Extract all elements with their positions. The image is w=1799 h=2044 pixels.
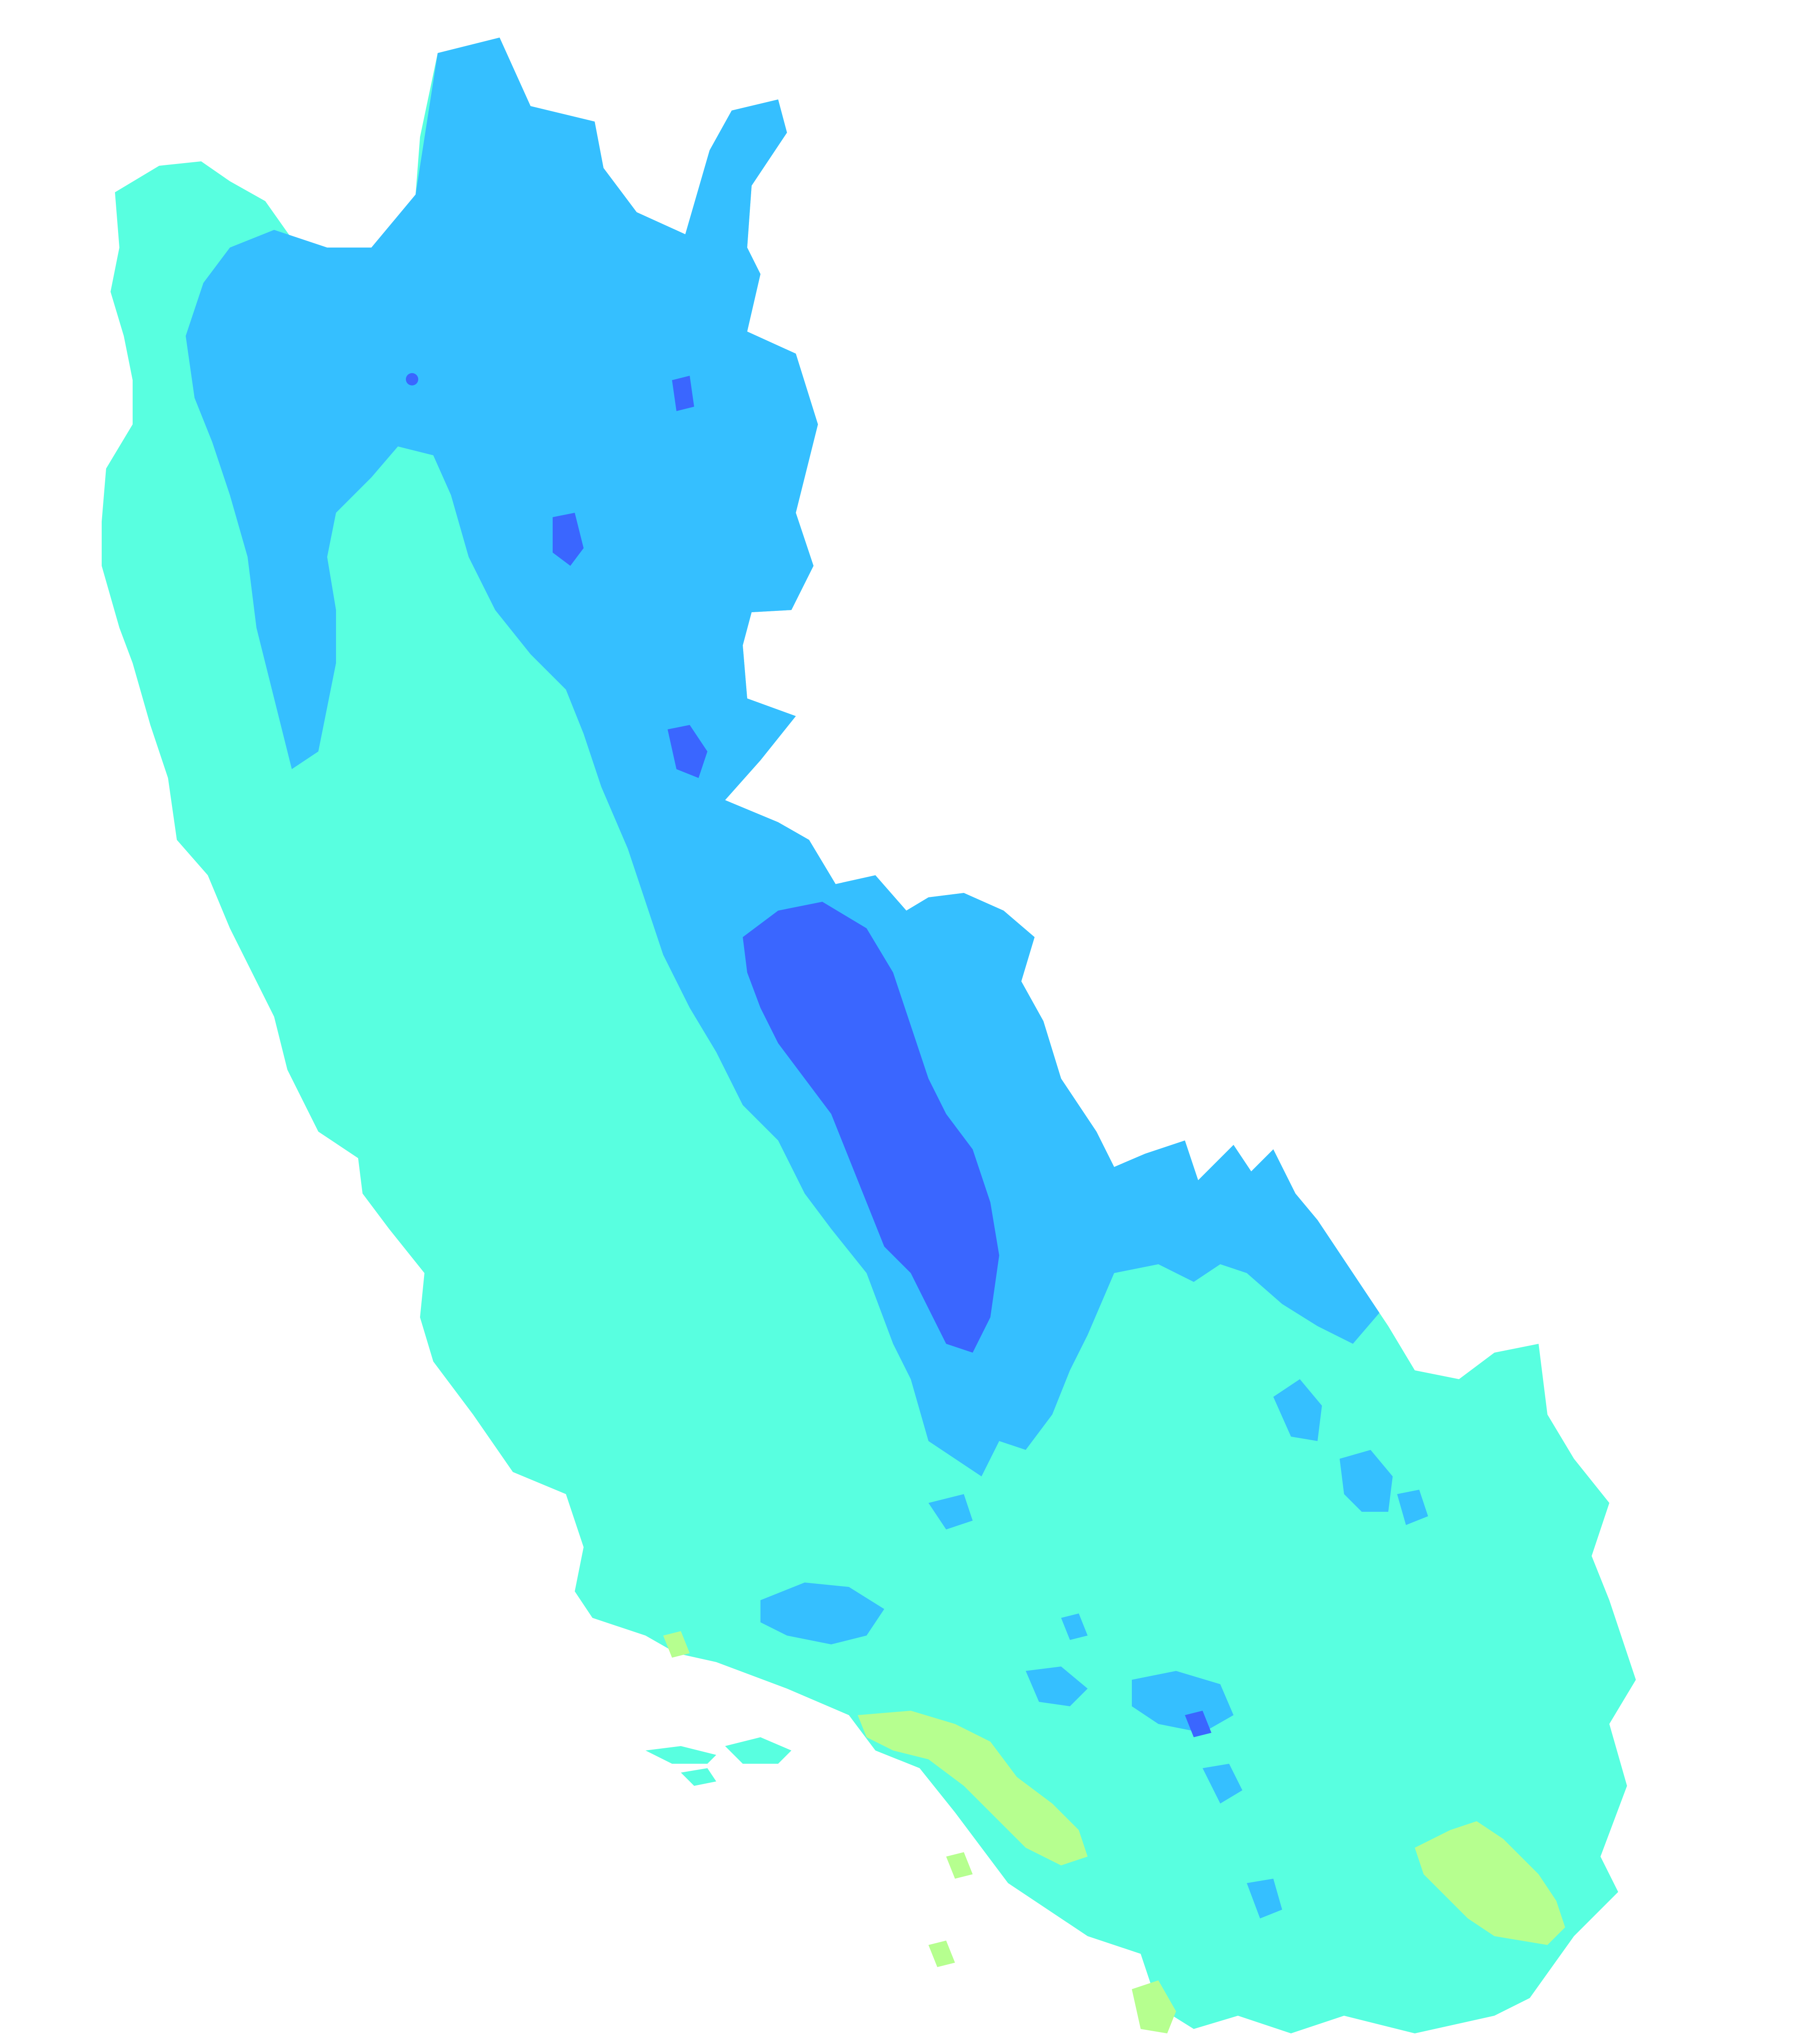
patch-class-1-a xyxy=(553,513,584,566)
island-c xyxy=(681,1768,716,1786)
island-b xyxy=(725,1737,791,1764)
patch-class-4-b xyxy=(946,1852,973,1879)
region-class-2-north xyxy=(186,38,1379,1476)
patch-class-4-d xyxy=(663,1631,690,1658)
island-a xyxy=(646,1746,716,1764)
patch-class-2-j xyxy=(928,1494,973,1529)
patch-class-1-d xyxy=(1185,1711,1211,1737)
patch-class-4-c xyxy=(928,1941,955,1967)
patch-class-2-i xyxy=(1061,1613,1088,1640)
patch-class-1-c xyxy=(406,373,418,385)
patch-class-2-d xyxy=(1340,1450,1393,1512)
patch-class-2-h xyxy=(1247,1879,1282,1918)
patch-class-1-b xyxy=(668,725,707,778)
patch-class-2-b xyxy=(1132,1671,1234,1733)
patch-class-2-g xyxy=(1203,1764,1242,1804)
patch-class-2-c xyxy=(1026,1666,1088,1706)
patch-class-2-e xyxy=(1397,1490,1428,1525)
region-class-4-south xyxy=(1415,1821,1565,1945)
region-class-4-coast xyxy=(858,1711,1088,1865)
patch-class-2-f xyxy=(1273,1379,1322,1441)
region-class-1-sierra xyxy=(743,902,999,1353)
patch-class-4-a xyxy=(1132,1980,1176,2033)
patch-class-1-e xyxy=(672,376,694,411)
patch-class-2-a xyxy=(760,1583,884,1644)
